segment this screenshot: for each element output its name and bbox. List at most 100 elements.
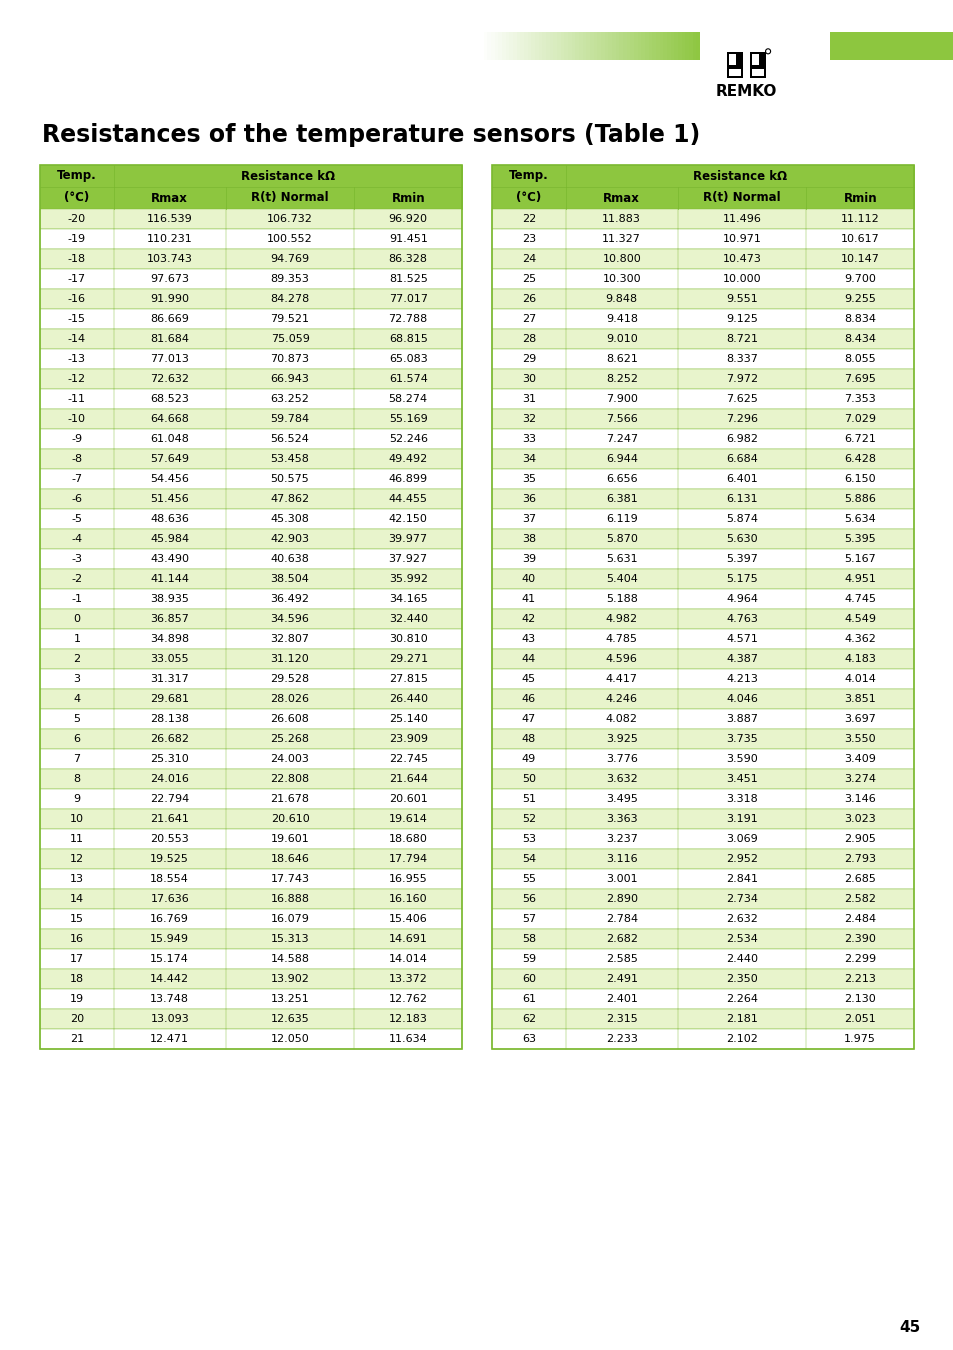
Text: 9.418: 9.418 (605, 315, 638, 324)
Text: 66.943: 66.943 (271, 374, 309, 383)
Text: 6.684: 6.684 (725, 454, 758, 464)
Bar (634, 32, 637, 59)
Text: 68.523: 68.523 (151, 394, 189, 404)
Bar (541, 32, 545, 59)
Text: 17.794: 17.794 (388, 855, 427, 864)
Bar (40, 389, 461, 409)
Text: 64.668: 64.668 (151, 414, 189, 424)
Text: 10.473: 10.473 (721, 254, 760, 265)
Text: 16.955: 16.955 (389, 873, 427, 884)
Text: 5: 5 (73, 714, 80, 724)
Text: 50: 50 (521, 774, 536, 784)
Text: 9.255: 9.255 (843, 294, 875, 304)
Text: 2.585: 2.585 (605, 954, 637, 964)
Bar (492, 248, 913, 269)
Text: 27: 27 (521, 315, 536, 324)
Text: 22: 22 (521, 215, 536, 224)
Text: 7.695: 7.695 (843, 374, 875, 383)
Text: 5.404: 5.404 (605, 574, 637, 585)
Text: -5: -5 (71, 514, 82, 524)
Text: -1: -1 (71, 594, 82, 603)
Bar (492, 788, 913, 809)
Bar (492, 609, 913, 629)
Text: 4.246: 4.246 (605, 694, 638, 703)
Bar (487, 32, 491, 59)
Text: 6.982: 6.982 (725, 433, 758, 444)
Bar (492, 809, 913, 829)
Bar (492, 688, 913, 709)
Text: 12: 12 (70, 855, 84, 864)
Bar (40, 450, 461, 468)
Text: 23.909: 23.909 (388, 734, 427, 744)
Bar (492, 589, 913, 609)
Bar (678, 32, 681, 59)
Polygon shape (728, 69, 740, 77)
Text: 6.428: 6.428 (843, 454, 875, 464)
Polygon shape (751, 69, 763, 77)
Text: 8.337: 8.337 (725, 354, 758, 364)
Text: 37.927: 37.927 (388, 554, 427, 564)
Text: 3.776: 3.776 (605, 755, 637, 764)
Text: 3.116: 3.116 (605, 855, 637, 864)
Bar (491, 32, 495, 59)
Text: 16.160: 16.160 (389, 894, 427, 904)
Bar (519, 32, 523, 59)
Text: 18.646: 18.646 (271, 855, 309, 864)
Text: 3.851: 3.851 (843, 694, 875, 703)
Text: 2.233: 2.233 (605, 1034, 637, 1044)
Text: 14.442: 14.442 (150, 973, 189, 984)
Text: 3.887: 3.887 (725, 714, 758, 724)
Text: 7.247: 7.247 (605, 433, 638, 444)
Text: 9.700: 9.700 (843, 274, 875, 284)
Text: 46.899: 46.899 (388, 474, 427, 485)
Text: 2.582: 2.582 (843, 894, 875, 904)
Text: 2.390: 2.390 (843, 934, 875, 944)
Text: 33.055: 33.055 (151, 653, 189, 664)
Text: Resistances of the temperature sensors (Table 1): Resistances of the temperature sensors (… (42, 123, 700, 147)
Bar (40, 289, 461, 309)
Text: 7.900: 7.900 (605, 394, 637, 404)
Text: 9: 9 (73, 794, 80, 805)
Text: 34.596: 34.596 (271, 614, 309, 624)
Text: 58: 58 (521, 934, 536, 944)
Text: 3.001: 3.001 (605, 873, 637, 884)
Bar (492, 890, 913, 909)
Text: 20: 20 (70, 1014, 84, 1025)
Text: 10.000: 10.000 (722, 274, 760, 284)
Text: 17: 17 (70, 954, 84, 964)
Bar (578, 32, 582, 59)
Text: 20.553: 20.553 (151, 834, 189, 844)
Text: 39.977: 39.977 (388, 535, 427, 544)
Text: 2.315: 2.315 (605, 1014, 637, 1025)
Text: 51.456: 51.456 (151, 494, 189, 504)
Text: 52.246: 52.246 (388, 433, 427, 444)
Text: 4.745: 4.745 (843, 594, 875, 603)
Bar (492, 709, 913, 729)
Bar (40, 809, 461, 829)
Text: 31: 31 (521, 394, 536, 404)
Bar (40, 489, 461, 509)
Bar (40, 729, 461, 749)
Bar (622, 32, 626, 59)
Text: 25.140: 25.140 (389, 714, 427, 724)
Text: 16.079: 16.079 (271, 914, 309, 923)
Bar (549, 32, 553, 59)
Text: 34: 34 (521, 454, 536, 464)
Bar (492, 549, 913, 568)
Text: 57: 57 (521, 914, 536, 923)
Text: -6: -6 (71, 494, 82, 504)
Text: 61.574: 61.574 (389, 374, 427, 383)
Text: 26: 26 (521, 294, 536, 304)
Text: 28.026: 28.026 (271, 694, 309, 703)
Bar (545, 32, 549, 59)
Bar (492, 389, 913, 409)
Bar (497, 32, 501, 59)
Text: 86.328: 86.328 (388, 254, 427, 265)
Bar (575, 32, 578, 59)
Text: 2.682: 2.682 (605, 934, 638, 944)
Bar (517, 32, 519, 59)
Text: 3.697: 3.697 (843, 714, 875, 724)
Text: -11: -11 (68, 394, 86, 404)
Bar (492, 1008, 913, 1029)
Text: 34.165: 34.165 (389, 594, 427, 603)
